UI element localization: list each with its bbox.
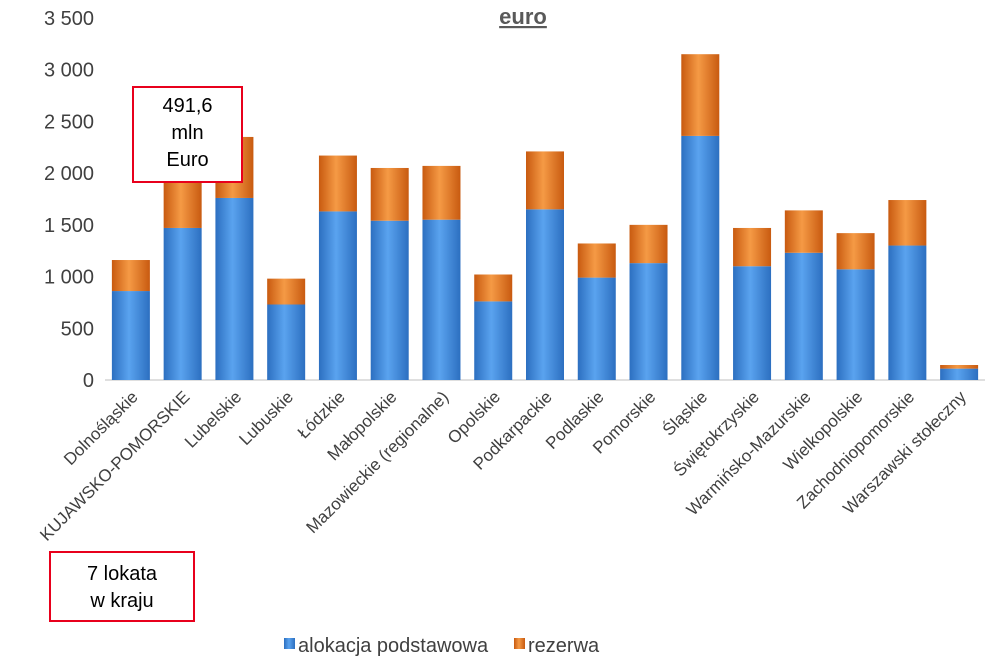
bar-alokacja — [267, 304, 306, 380]
value-callout-line-3: Euro — [166, 149, 209, 171]
value-callout-line-1: 491,6 — [162, 95, 213, 117]
bar-alokacja — [370, 220, 409, 380]
bar-rezerwa — [474, 274, 513, 302]
rank-callout-line-2: w kraju — [90, 590, 154, 612]
bar-alokacja — [836, 269, 875, 380]
y-tick-label: 3 500 — [44, 8, 94, 30]
bar-rezerwa — [267, 278, 306, 305]
y-tick-label: 1 000 — [44, 267, 94, 289]
bar-rezerwa — [163, 177, 202, 228]
bar-rezerwa — [836, 233, 875, 270]
y-tick-label: 0 — [83, 370, 94, 392]
bar-alokacja — [733, 266, 772, 380]
y-tick-label: 3 000 — [44, 60, 94, 82]
bar-rezerwa — [577, 243, 616, 278]
bar-rezerwa — [681, 54, 720, 136]
bar-rezerwa — [629, 224, 668, 264]
bar-alokacja — [888, 245, 927, 380]
legend-swatch-rezerwa — [514, 638, 525, 649]
bar-rezerwa — [111, 260, 150, 292]
bar-alokacja — [474, 301, 513, 380]
x-category-label: Lubelskie — [181, 387, 245, 451]
bar-rezerwa — [526, 151, 564, 210]
value-callout-box: 491,6 mln Euro — [132, 86, 243, 183]
x-category-label: Śląskie — [659, 387, 711, 439]
bar-rezerwa — [784, 210, 823, 253]
legend-label-alokacja: alokacja podstawowa — [298, 635, 489, 656]
y-tick-label: 2 000 — [44, 163, 94, 185]
bar-alokacja — [111, 291, 150, 380]
bar-alokacja — [422, 219, 461, 380]
rank-callout-line-1: 7 lokata — [86, 563, 158, 585]
y-tick-label: 500 — [61, 318, 94, 340]
y-tick-label: 2 500 — [44, 111, 94, 133]
chart-title: euro — [499, 4, 547, 29]
legend: alokacja podstawowa rezerwa — [284, 635, 600, 656]
x-category-label: Lubuskie — [235, 387, 297, 449]
bar-rezerwa — [422, 165, 461, 220]
bar-rezerwa — [888, 200, 927, 246]
bar-rezerwa — [940, 365, 979, 369]
bar-alokacja — [629, 263, 668, 380]
bar-alokacja — [318, 211, 357, 380]
bar-rezerwa — [318, 155, 357, 212]
bar-alokacja — [577, 277, 616, 380]
bar-alokacja — [215, 197, 254, 380]
bar-rezerwa — [733, 227, 772, 267]
y-tick-label: 1 500 — [44, 215, 94, 237]
legend-swatch-alokacja — [284, 638, 295, 649]
value-callout-line-2: mln — [171, 122, 204, 144]
bar-alokacja — [940, 368, 979, 380]
bar-alokacja — [163, 227, 202, 380]
bar-rezerwa — [370, 167, 409, 221]
bar-alokacja — [784, 252, 823, 380]
rank-callout-box: 7 lokata w kraju — [49, 551, 195, 622]
legend-label-rezerwa: rezerwa — [528, 635, 600, 656]
bar-alokacja — [526, 209, 564, 380]
bar-alokacja — [681, 135, 720, 380]
